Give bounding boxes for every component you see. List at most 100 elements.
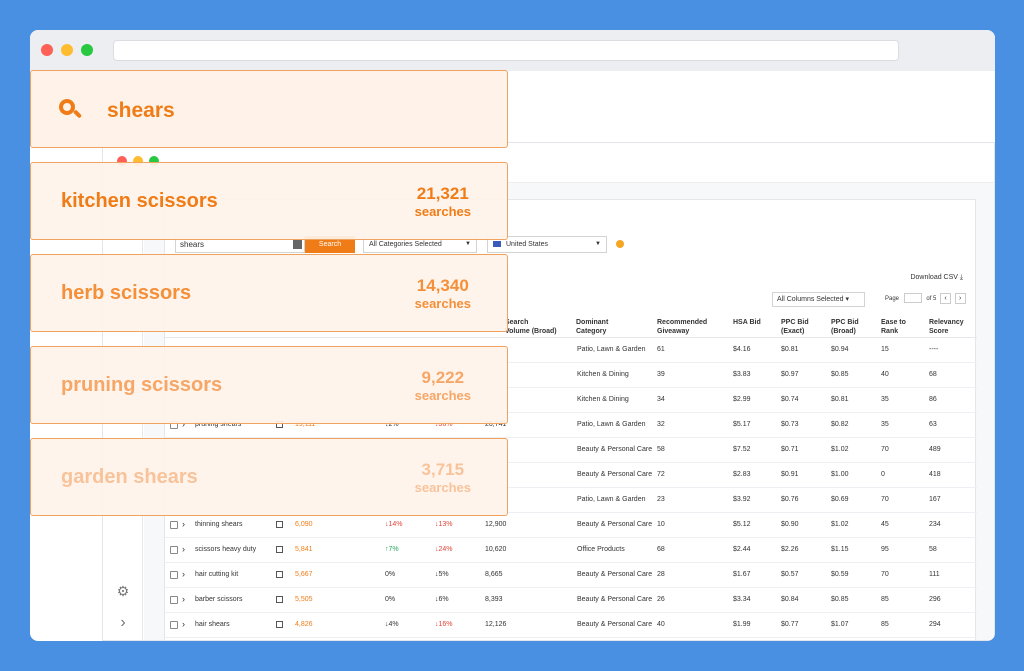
expand-row-chevron-icon[interactable]: › [182, 594, 185, 604]
cell-hsa: $7.52 [733, 446, 751, 453]
table-row[interactable]: › scissors heavy duty 5,841 ↑7% ↓24% 10,620 Of… [165, 538, 977, 563]
suggestion-count: 3,715 searches [415, 460, 471, 496]
table-row[interactable]: Beauty & Personal Care 58 $7.52 $0.71 $1.02 7… [165, 438, 977, 463]
table-row[interactable]: › hair cutting kit 5,667 0% ↓5% 8,665 Beauty &… [165, 563, 977, 588]
cell-ppc_exact: $0.84 [781, 596, 799, 603]
info-icon[interactable] [616, 240, 624, 248]
expand-row-chevron-icon[interactable]: › [182, 619, 185, 629]
suggestion-card[interactable]: herb scissors 14,340 searches [30, 254, 508, 332]
header-divider [165, 337, 977, 338]
col-search-volume-broad[interactable]: Search Volume (Broad) [505, 319, 557, 335]
cell-category: Beauty & Personal Care [577, 521, 653, 528]
table-row[interactable]: › thinning shears 6,090 ↓14% ↓13% 12,900 Beaut… [165, 513, 977, 538]
cell-t1: 0% [385, 596, 396, 603]
col-relevancy-score[interactable]: Relevancy Score [929, 319, 964, 335]
col-dominant-category[interactable]: Dominant Category [576, 319, 609, 335]
country-select[interactable]: United States ▼ [487, 236, 607, 253]
address-bar[interactable] [113, 40, 899, 61]
open-external-icon[interactable] [276, 521, 283, 528]
cell-category: Office Products [577, 546, 625, 553]
row-checkbox[interactable] [170, 571, 178, 579]
cell-hsa: $5.17 [733, 421, 751, 428]
col-ppc-bid-broad[interactable]: PPC Bid (Broad) [831, 319, 859, 335]
cell-volume: 5,505 [295, 596, 313, 603]
cell-t2: ↓5% [435, 571, 449, 578]
col-recommended-giveaway[interactable]: Recommended Giveaway [657, 319, 708, 335]
table-row[interactable]: › barber scissors 5,505 0% ↓6% 8,393 Beauty & … [165, 588, 977, 613]
cell-hsa: $5.12 [733, 521, 751, 528]
suggestion-keyword: garden shears [61, 466, 198, 488]
cell-keyword: barber scissors [195, 596, 243, 603]
maximize-window-button[interactable] [81, 44, 93, 56]
row-checkbox[interactable] [170, 546, 178, 554]
cell-giveaway: 28 [657, 571, 665, 578]
download-csv-link[interactable]: Download CSV ⤓ [910, 274, 963, 282]
minimize-window-button[interactable] [61, 44, 73, 56]
cell-ppc_broad: $1.00 [831, 471, 849, 478]
table-row[interactable]: Kitchen & Dining 39 $3.83 $0.97 $0.85 40 68 [165, 363, 977, 388]
cell-ppc_exact: $0.77 [781, 621, 799, 628]
expand-row-chevron-icon[interactable]: › [182, 544, 185, 554]
cell-ppc_exact: $0.74 [781, 396, 799, 403]
table-row[interactable]: › hair shears 4,826 ↓4% ↓16% 12,126 Beauty & P… [165, 613, 977, 638]
cell-ppc_exact: $2.26 [781, 546, 799, 553]
page-number-input[interactable] [903, 293, 922, 304]
expand-sidebar-chevron-icon[interactable]: › [120, 614, 126, 631]
col-ease-to-rank[interactable]: Ease to Rank [881, 319, 906, 335]
pagination: Page of 5 ‹ › [885, 292, 966, 307]
cell-ease: 70 [881, 496, 889, 503]
open-external-icon[interactable] [276, 546, 283, 553]
table-row[interactable]: Beauty & Personal Care 72 $2.83 $0.91 $1.00 0… [165, 463, 977, 488]
settings-gear-icon[interactable]: ⚙ [116, 583, 130, 599]
table-row[interactable]: Kitchen & Dining 34 $2.99 $0.74 $0.81 35 86 [165, 388, 977, 413]
suggestion-card[interactable]: kitchen scissors 21,321 searches [30, 162, 508, 240]
columns-select[interactable]: All Columns Selected ▾ [772, 292, 865, 307]
suggestion-card[interactable]: garden shears 3,715 searches [30, 438, 508, 516]
row-checkbox[interactable] [170, 596, 178, 604]
cell-giveaway: 23 [657, 496, 665, 503]
cell-ppc_broad: $0.82 [831, 421, 849, 428]
cell-t1: 0% [385, 571, 396, 578]
expand-row-chevron-icon[interactable]: › [182, 569, 185, 579]
table-row[interactable]: Patio, Lawn & Garden 61 $4.16 $0.81 $0.94 15 -… [165, 338, 977, 363]
open-external-icon[interactable] [276, 596, 283, 603]
cell-hsa: $1.99 [733, 621, 751, 628]
app-maximize-dot [149, 156, 159, 166]
prev-page-button[interactable]: ‹ [940, 292, 952, 304]
cell-broad: 8,665 [485, 571, 503, 578]
table-row[interactable]: › pruning shears 19,111 ↓2% ↓36% 26,741 Patio,… [165, 413, 977, 438]
cell-broad: 12,900 [485, 521, 507, 528]
cell-ppc_broad: $0.85 [831, 371, 849, 378]
suggestion-card[interactable]: pruning scissors 9,222 searches [30, 346, 508, 424]
cell-ppc_broad: $1.07 [831, 621, 849, 628]
cell-volume: 6,090 [295, 521, 313, 528]
cell-ppc_broad: $0.85 [831, 596, 849, 603]
cell-category: Beauty & Personal Care [577, 571, 653, 578]
search-query-card[interactable]: shears [30, 70, 508, 148]
suggestion-count-value: 21,321 [416, 184, 469, 203]
expand-row-chevron-icon[interactable]: › [182, 519, 185, 529]
open-external-icon[interactable] [276, 621, 283, 628]
keyboard-icon[interactable] [293, 240, 302, 249]
open-external-icon[interactable] [276, 571, 283, 578]
cell-volume: 5,667 [295, 571, 313, 578]
table-row[interactable]: Patio, Lawn & Garden 23 $3.92 $0.76 $0.69 70 1… [165, 488, 977, 513]
search-button[interactable]: Search [305, 236, 355, 253]
next-page-button[interactable]: › [954, 292, 966, 304]
cell-ease: 35 [881, 396, 889, 403]
cell-category: Beauty & Personal Care [577, 621, 653, 628]
country-select-value: United States [506, 241, 549, 248]
suggestion-count: 9,222 searches [415, 368, 471, 404]
col-ppc-bid-exact[interactable]: PPC Bid (Exact) [781, 319, 809, 335]
cell-hsa: $4.16 [733, 346, 751, 353]
col-hsa-bid[interactable]: HSA Bid [733, 319, 761, 326]
close-window-button[interactable] [41, 44, 53, 56]
cell-ppc_broad: $1.15 [831, 546, 849, 553]
download-csv-label: Download CSV [910, 274, 958, 281]
cell-giveaway: 72 [657, 471, 665, 478]
suggestion-count-unit: searches [414, 480, 471, 495]
expand-row-chevron-icon[interactable]: › [182, 419, 185, 429]
row-checkbox[interactable] [170, 621, 178, 629]
cell-category: Patio, Lawn & Garden [577, 346, 646, 353]
row-checkbox[interactable] [170, 521, 178, 529]
